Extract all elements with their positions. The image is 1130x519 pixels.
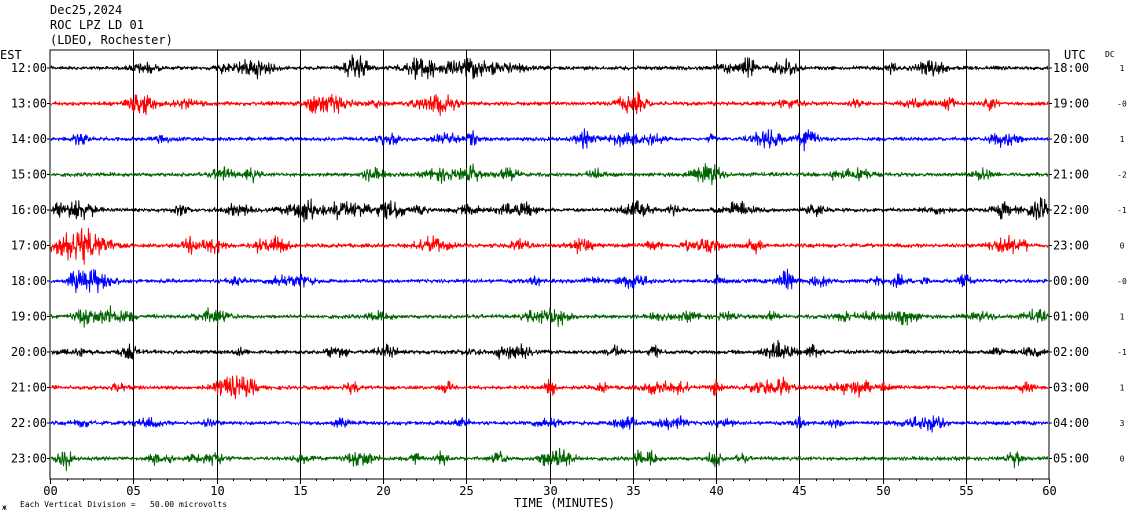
dc-offset-label: 1 [1120, 135, 1125, 144]
utc-hour-label: 21:00 [1053, 168, 1089, 182]
est-hour-label: 15:00 [11, 168, 47, 182]
x-tick-label: 00 [43, 484, 57, 498]
est-hour-label: 18:00 [11, 274, 47, 288]
utc-hour-label: 19:00 [1053, 97, 1089, 111]
dc-offset-label: 1 [1120, 64, 1125, 73]
utc-hour-label: 03:00 [1053, 381, 1089, 395]
x-tick-label: 55 [959, 484, 973, 498]
trace-line [50, 91, 1049, 116]
trace-line [50, 375, 1049, 400]
dc-offset-label: -0 [1117, 277, 1127, 286]
est-hour-label: 20:00 [11, 345, 47, 359]
est-hour-label: 14:00 [11, 132, 47, 146]
dc-offset-label: 3 [1120, 419, 1125, 428]
right-zone-label: UTC [1064, 48, 1086, 62]
dc-offset-label: 1 [1120, 384, 1125, 393]
trace-line [50, 305, 1049, 328]
x-tick-label: 50 [876, 484, 890, 498]
est-hour-label: 12:00 [11, 61, 47, 75]
station-code: ROC LPZ LD 01 [50, 18, 144, 32]
x-tick-label: 35 [626, 484, 640, 498]
utc-hour-label: 04:00 [1053, 416, 1089, 430]
x-tick-label: 05 [126, 484, 140, 498]
est-hour-label: 21:00 [11, 381, 47, 395]
trace-line [50, 339, 1049, 360]
utc-hour-label: 00:00 [1053, 274, 1089, 288]
trace-line [50, 415, 1049, 433]
network-name: (LDEO, Rochester) [50, 33, 173, 47]
utc-hour-label: 18:00 [1053, 61, 1089, 75]
scale-prefix: ж [2, 503, 7, 512]
x-tick-label: 45 [792, 484, 806, 498]
utc-hour-label: 20:00 [1053, 132, 1089, 146]
dc-offset-label: -1 [1117, 206, 1127, 215]
utc-hour-label: 22:00 [1053, 203, 1089, 217]
x-tick-label: 15 [293, 484, 307, 498]
est-hour-label: 22:00 [11, 416, 47, 430]
utc-hour-label: 23:00 [1053, 239, 1089, 253]
x-tick-label: 25 [459, 484, 473, 498]
trace-line [50, 227, 1049, 265]
trace-line [50, 197, 1049, 223]
est-hour-label: 16:00 [11, 203, 47, 217]
est-hour-label: 17:00 [11, 239, 47, 253]
utc-hour-label: 02:00 [1053, 345, 1089, 359]
dc-offset-label: -2 [1117, 171, 1127, 180]
x-tick-label: 10 [210, 484, 224, 498]
x-axis-title: TIME (MINUTES) [514, 496, 616, 510]
x-tick-label: 60 [1042, 484, 1056, 498]
x-tick-label: 40 [709, 484, 723, 498]
plot-frame [49, 49, 1050, 480]
est-hour-label: 13:00 [11, 97, 47, 111]
est-hour-label: 23:00 [11, 452, 47, 466]
dc-offset-label: -1 [1117, 348, 1127, 357]
est-hour-label: 19:00 [11, 310, 47, 324]
x-tick-label: 20 [376, 484, 390, 498]
trace-line [50, 447, 1049, 472]
utc-hour-label: 05:00 [1053, 452, 1089, 466]
trace-line [50, 268, 1049, 294]
left-zone-label: EST [0, 48, 22, 62]
trace-line [50, 163, 1049, 186]
dc-label: DC [1105, 50, 1115, 59]
utc-hour-label: 01:00 [1053, 310, 1089, 324]
dc-offset-label: 0 [1120, 455, 1125, 464]
trace-line [50, 128, 1049, 152]
plot-date: Dec25,2024 [50, 3, 123, 17]
dc-offset-label: 0 [1120, 242, 1125, 251]
trace-line [50, 54, 1049, 80]
scale-note: Each Vertical Division = 50.00 microvolt… [20, 500, 228, 509]
dc-offset-label: 1 [1120, 313, 1125, 322]
x-tick-label: 30 [543, 484, 557, 498]
dc-offset-label: -0 [1117, 100, 1127, 109]
